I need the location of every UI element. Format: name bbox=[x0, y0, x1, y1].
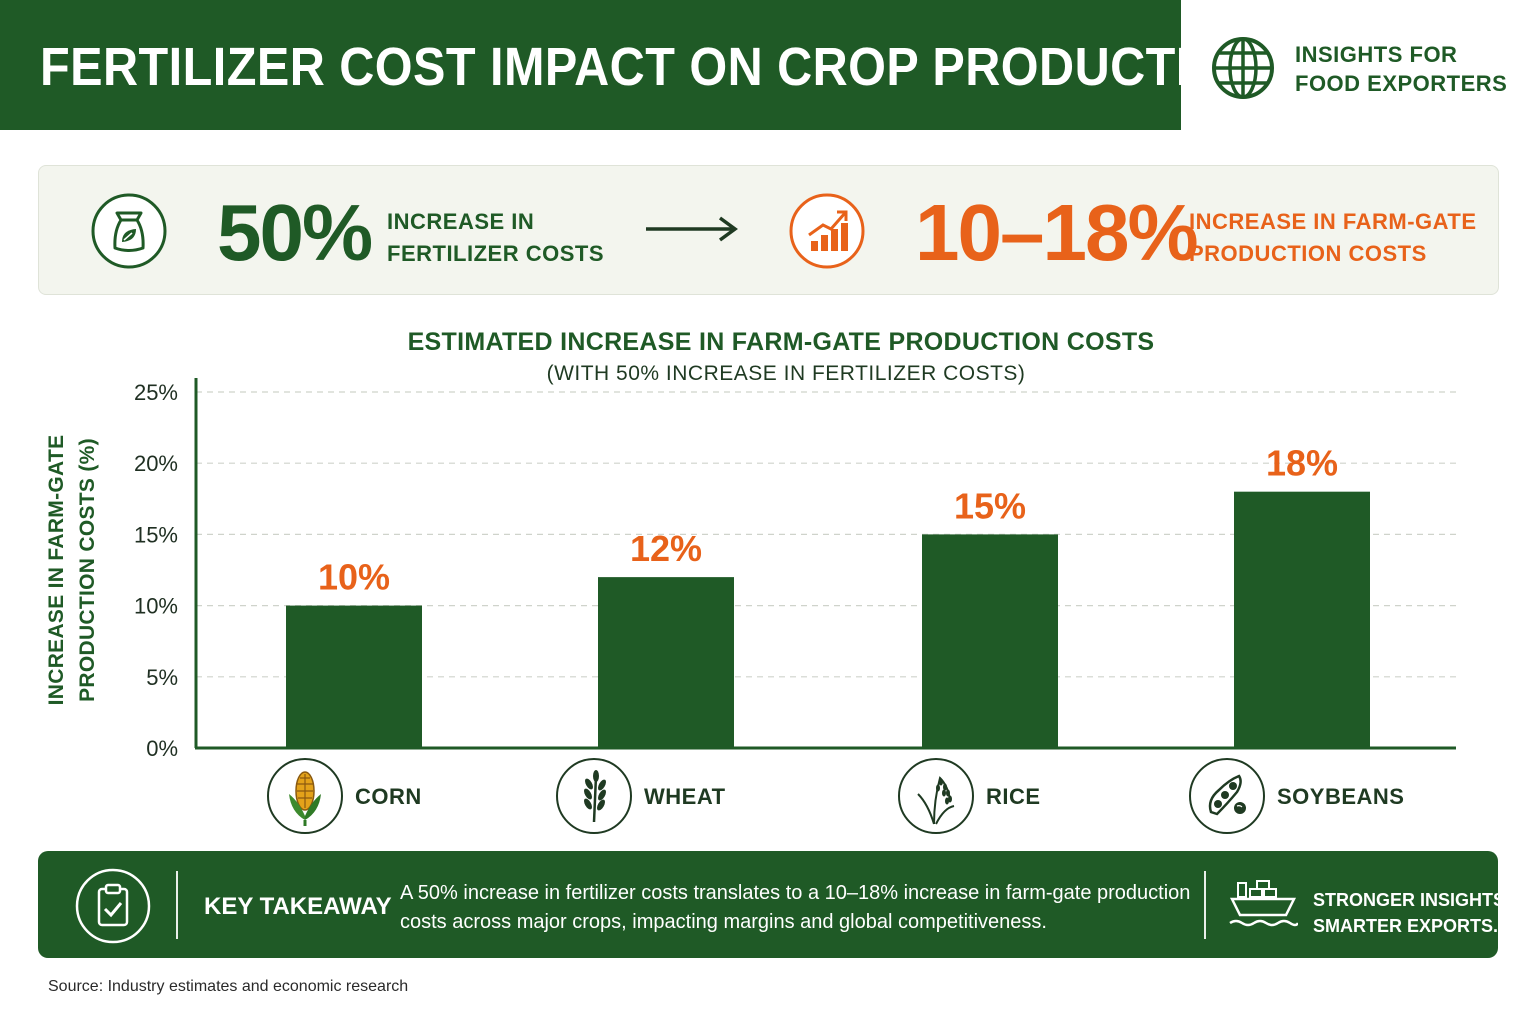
soybeans-icon bbox=[1189, 758, 1265, 834]
wheat-icon bbox=[556, 758, 632, 834]
fertilizer-label-line-2: FERTILIZER COSTS bbox=[387, 241, 604, 266]
takeaway-divider-left bbox=[176, 871, 178, 939]
bars bbox=[286, 491, 1370, 748]
y-tick-labels: 0% 5% 10% 15% 20% 25% bbox=[134, 380, 178, 761]
summary-panel: 50% INCREASE IN FERTILIZER COSTS 10–18% … bbox=[38, 165, 1499, 295]
corn-icon bbox=[267, 758, 343, 834]
data-label-soybeans: 18% bbox=[1266, 443, 1338, 484]
category-label-wheat: WHEAT bbox=[644, 784, 726, 809]
key-takeaway-banner: KEY TAKEAWAY A 50% increase in fertilize… bbox=[38, 851, 1510, 958]
brand: INSIGHTS FOR FOOD EXPORTERS bbox=[1211, 36, 1511, 100]
y-tick-label: 15% bbox=[134, 522, 178, 547]
category-label-soybeans: SOYBEANS bbox=[1277, 784, 1405, 809]
slogan-line-2: SMARTER EXPORTS. bbox=[1313, 916, 1499, 936]
data-label-wheat: 12% bbox=[630, 528, 702, 569]
y-tick-label: 10% bbox=[134, 594, 178, 619]
bar-corn bbox=[286, 605, 422, 748]
brand-text: INSIGHTS FOR FOOD EXPORTERS bbox=[1295, 40, 1507, 98]
production-increase-label: INCREASE IN FARM-GATE PRODUCTION COSTS bbox=[1189, 206, 1477, 270]
takeaway-divider-right bbox=[1204, 871, 1206, 939]
takeaway-text: A 50% increase in fertilizer costs trans… bbox=[400, 882, 1191, 933]
category-label-corn: CORN bbox=[355, 784, 422, 809]
y-tick-label: 20% bbox=[134, 451, 178, 476]
slogan: STRONGER INSIGHTS. SMARTER EXPORTS. bbox=[1313, 887, 1510, 939]
page-title: FERTILIZER COST IMPACT ON CROP PRODUCTIO… bbox=[40, 37, 1264, 97]
cargo-ship-icon bbox=[1228, 879, 1300, 936]
bar-rice bbox=[922, 534, 1058, 748]
takeaway-title: KEY TAKEAWAY bbox=[204, 893, 392, 920]
arrow-right-icon bbox=[644, 214, 740, 249]
clipboard-check-icon bbox=[74, 867, 152, 950]
chart-title: ESTIMATED INCREASE IN FARM-GATE PRODUCTI… bbox=[407, 328, 1155, 356]
fertilizer-bag-icon bbox=[91, 193, 167, 274]
brand-line-1: INSIGHTS FOR bbox=[1295, 42, 1458, 67]
globe-icon bbox=[1211, 36, 1275, 105]
rice-icon bbox=[898, 758, 974, 834]
category-label-rice: RICE bbox=[986, 784, 1041, 809]
bar-soybeans bbox=[1234, 491, 1370, 748]
production-increase-value: 10–18% bbox=[915, 188, 1199, 277]
slogan-line-1: STRONGER INSIGHTS. bbox=[1313, 890, 1511, 910]
fertilizer-label-line-1: INCREASE IN bbox=[387, 209, 535, 234]
bar-wheat bbox=[598, 577, 734, 748]
data-label-rice: 15% bbox=[954, 485, 1026, 526]
production-label-line-1: INCREASE IN FARM-GATE bbox=[1189, 209, 1477, 234]
data-label-corn: 10% bbox=[318, 557, 390, 598]
brand-line-2: FOOD EXPORTERS bbox=[1295, 71, 1508, 96]
fertilizer-increase-label: INCREASE IN FERTILIZER COSTS bbox=[387, 206, 604, 270]
fertilizer-increase-value: 50% bbox=[217, 188, 373, 277]
chart-subtitle: (WITH 50% INCREASE IN FERTILIZER COSTS) bbox=[546, 362, 1026, 385]
y-tick-label: 0% bbox=[146, 736, 178, 761]
y-tick-label: 5% bbox=[146, 665, 178, 690]
data-labels: 10% 12% 15% 18% bbox=[318, 443, 1338, 598]
source-note: Source: Industry estimates and economic … bbox=[48, 978, 409, 995]
growth-chart-icon bbox=[789, 193, 865, 274]
header-band: FERTILIZER COST IMPACT ON CROP PRODUCTIO… bbox=[0, 0, 1263, 130]
production-label-line-2: PRODUCTION COSTS bbox=[1189, 241, 1427, 266]
y-tick-label: 25% bbox=[134, 380, 178, 405]
